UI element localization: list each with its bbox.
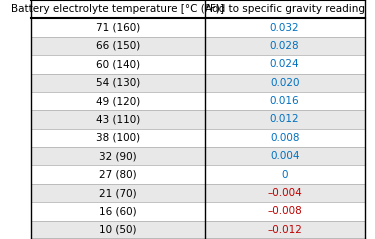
Text: 21 (70): 21 (70) <box>99 188 136 198</box>
Text: –0.004: –0.004 <box>267 188 302 198</box>
Bar <box>31 129 365 147</box>
Text: 0.004: 0.004 <box>270 151 299 161</box>
Text: 0.032: 0.032 <box>270 22 300 33</box>
Bar <box>31 55 365 74</box>
Text: 10 (50): 10 (50) <box>99 225 136 235</box>
Text: Add to specific gravity reading: Add to specific gravity reading <box>205 4 364 14</box>
Text: Battery electrolyte temperature [°C (°F)]: Battery electrolyte temperature [°C (°F)… <box>11 4 224 14</box>
Text: 0.028: 0.028 <box>270 41 300 51</box>
Text: 0.016: 0.016 <box>270 96 300 106</box>
Text: –0.008: –0.008 <box>267 206 302 217</box>
Text: 71 (160): 71 (160) <box>96 22 140 33</box>
Text: 0: 0 <box>281 170 288 180</box>
Text: 49 (120): 49 (120) <box>96 96 140 106</box>
Bar <box>31 165 365 184</box>
Bar <box>31 0 365 18</box>
Text: 0.020: 0.020 <box>270 78 299 88</box>
Bar <box>31 74 365 92</box>
Text: 43 (110): 43 (110) <box>96 114 140 125</box>
Bar <box>31 18 365 37</box>
Text: 32 (90): 32 (90) <box>99 151 136 161</box>
Bar <box>31 221 365 239</box>
Text: 16 (60): 16 (60) <box>99 206 136 217</box>
Text: 0.024: 0.024 <box>270 59 300 69</box>
Bar <box>31 92 365 110</box>
Text: 0.012: 0.012 <box>270 114 300 125</box>
Text: 0.008: 0.008 <box>270 133 299 143</box>
Text: 27 (80): 27 (80) <box>99 170 136 180</box>
Text: 38 (100): 38 (100) <box>96 133 140 143</box>
Bar <box>31 147 365 165</box>
Bar <box>31 110 365 129</box>
Text: –0.012: –0.012 <box>267 225 302 235</box>
Text: 66 (150): 66 (150) <box>96 41 140 51</box>
Text: 60 (140): 60 (140) <box>96 59 140 69</box>
Bar <box>31 37 365 55</box>
Bar <box>31 202 365 221</box>
Bar <box>31 184 365 202</box>
Text: 54 (130): 54 (130) <box>96 78 140 88</box>
